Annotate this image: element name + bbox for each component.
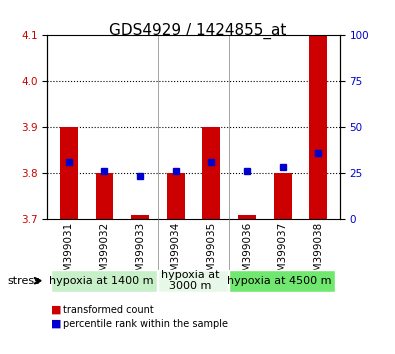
Bar — [238, 215, 256, 219]
Text: GDS4929 / 1424855_at: GDS4929 / 1424855_at — [109, 23, 286, 39]
Bar — [203, 127, 220, 219]
Text: percentile rank within the sample: percentile rank within the sample — [63, 319, 228, 329]
Text: hypoxia at 4500 m: hypoxia at 4500 m — [227, 275, 331, 286]
Text: hypoxia at
3000 m: hypoxia at 3000 m — [161, 270, 219, 291]
Bar — [309, 35, 327, 219]
FancyBboxPatch shape — [51, 270, 157, 292]
Bar — [274, 173, 292, 219]
Bar — [96, 173, 113, 219]
Text: GSM399035: GSM399035 — [206, 222, 216, 285]
Text: transformed count: transformed count — [63, 305, 154, 315]
Text: GSM399033: GSM399033 — [135, 222, 145, 285]
Text: ■: ■ — [51, 305, 62, 315]
Text: GSM399032: GSM399032 — [100, 222, 109, 285]
Text: GSM399037: GSM399037 — [278, 222, 288, 285]
Bar — [167, 173, 184, 219]
FancyBboxPatch shape — [158, 270, 228, 292]
Bar — [131, 215, 149, 219]
Text: GSM399031: GSM399031 — [64, 222, 74, 285]
Text: GSM399034: GSM399034 — [171, 222, 181, 285]
Text: hypoxia at 1400 m: hypoxia at 1400 m — [49, 275, 153, 286]
Text: stress: stress — [8, 276, 41, 286]
Text: GSM399038: GSM399038 — [313, 222, 324, 285]
Text: ■: ■ — [51, 319, 62, 329]
Text: GSM399036: GSM399036 — [242, 222, 252, 285]
FancyBboxPatch shape — [229, 270, 335, 292]
Bar — [60, 127, 78, 219]
